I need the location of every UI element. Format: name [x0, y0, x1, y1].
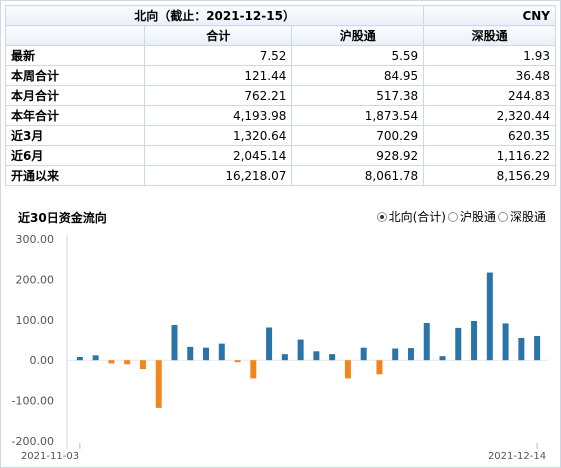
row-label: 最新	[5, 45, 145, 66]
row-label: 开通以来	[5, 165, 145, 186]
flow-bar-chart: 300.00 200.00 100.00 0.00 -100.00 -200.00 2021…	[12, 233, 549, 462]
cell-total: 2,045.14	[143, 145, 293, 166]
northbound-flow-table: 北向（截止：2021-12-15） CNY 合计 沪股通 深股通 最新 7.52…	[4, 5, 556, 186]
radio-selected-icon[interactable]	[376, 211, 387, 222]
radio-label: 深股通	[509, 210, 546, 224]
cell-shenzhen: 2,320.44	[423, 105, 556, 126]
chart-bar	[455, 327, 462, 361]
header-shenzhen: 深股通	[423, 25, 556, 46]
y-tick-label: 100.00	[16, 314, 55, 327]
cell-shenzhen: 1,116.22	[423, 145, 556, 166]
header-total: 合计	[143, 25, 293, 46]
chart-bar	[124, 360, 131, 365]
chart-bar	[329, 354, 336, 361]
y-tick-label: 0.00	[30, 354, 55, 367]
cell-shanghai: 517.38	[291, 85, 425, 106]
cell-shenzhen: 620.35	[423, 125, 556, 146]
cell-shanghai: 8,061.78	[291, 165, 425, 186]
table-row: 本年合计 4,193.98 1,873.54 2,320.44	[5, 105, 556, 126]
cell-total: 121.44	[143, 65, 293, 86]
chart-bar	[92, 355, 99, 361]
header-shanghai: 沪股通	[291, 25, 425, 46]
table-row: 最新 7.52 5.59 1.93	[5, 45, 556, 66]
cell-total: 1,320.64	[143, 125, 293, 146]
chart-bar	[439, 356, 446, 361]
chart-bar	[486, 272, 493, 361]
flow-chart-section: 300.00 200.00 100.00 0.00 -100.00 -200.00 2021…	[1, 201, 560, 467]
cell-shanghai: 5.59	[291, 45, 425, 66]
cell-total: 7.52	[143, 45, 293, 66]
x-end-label: 2021-12-14	[488, 451, 546, 462]
table-row: 开通以来 16,218.07 8,061.78 8,156.29	[5, 165, 556, 186]
chart-title: 近30日资金流向	[18, 211, 107, 225]
chart-bar	[502, 323, 509, 361]
cell-total: 4,193.98	[143, 105, 293, 126]
chart-bar	[518, 337, 525, 361]
y-tick-label: 300.00	[16, 233, 55, 246]
radio-label: 北向(合计)	[388, 210, 446, 224]
cell-total: 16,218.07	[143, 165, 293, 186]
chart-bar	[108, 360, 115, 364]
chart-bar	[297, 339, 304, 361]
table-row: 本月合计 762.21 517.38 244.83	[5, 85, 556, 106]
cell-shenzhen: 8,156.29	[423, 165, 556, 186]
cell-shanghai: 700.29	[291, 125, 425, 146]
chart-bar	[407, 348, 414, 361]
radio-shenzhen[interactable]: 深股通	[497, 208, 546, 225]
chart-bar	[76, 356, 83, 361]
table-row: 近6月 2,045.14 928.92 1,116.22	[5, 145, 556, 166]
cell-shanghai: 1,873.54	[291, 105, 425, 126]
chart-bar	[471, 321, 478, 361]
table-title-row: 北向（截止：2021-12-15） CNY	[4, 5, 556, 26]
chart-bar	[360, 347, 367, 361]
radio-northbound-total[interactable]: 北向(合计)	[376, 208, 446, 225]
table-title: 北向（截止：2021-12-15）	[4, 5, 425, 26]
row-label: 近6月	[5, 145, 145, 166]
chart-bar	[139, 360, 146, 370]
series-selector: 北向(合计) 沪股通 深股通	[375, 208, 546, 225]
cell-shenzhen: 244.83	[423, 85, 556, 106]
y-tick-label: -100.00	[12, 395, 54, 408]
chart-bar	[313, 351, 320, 361]
x-start-label: 2021-11-03	[21, 451, 79, 462]
table-row: 本周合计 121.44 84.95 36.48	[5, 65, 556, 86]
chart-bar	[344, 360, 351, 379]
row-label: 本月合计	[5, 85, 145, 106]
y-tick-label: 200.00	[16, 273, 55, 286]
cell-total: 762.21	[143, 85, 293, 106]
cell-shenzhen: 1.93	[423, 45, 556, 66]
chart-bar	[250, 360, 257, 379]
chart-bar	[266, 327, 273, 361]
chart-bar	[171, 325, 178, 361]
y-tick-label: -200.00	[12, 435, 54, 448]
cell-shenzhen: 36.48	[423, 65, 556, 86]
chart-bar	[218, 343, 225, 361]
cell-shanghai: 84.95	[291, 65, 425, 86]
chart-bar	[534, 335, 541, 361]
radio-unselected-icon[interactable]	[497, 211, 508, 222]
radio-shanghai[interactable]: 沪股通	[447, 208, 496, 225]
cell-shanghai: 928.92	[291, 145, 425, 166]
row-label: 近3月	[5, 125, 145, 146]
row-label: 本年合计	[5, 105, 145, 126]
header-blank	[5, 25, 145, 46]
table-header-row: 合计 沪股通 深股通	[5, 25, 556, 46]
chart-bar	[234, 360, 241, 363]
chart-bar	[423, 323, 430, 361]
chart-bar	[281, 354, 288, 361]
table-row: 近3月 1,320.64 700.29 620.35	[5, 125, 556, 146]
radio-unselected-icon[interactable]	[447, 211, 458, 222]
row-label: 本周合计	[5, 65, 145, 86]
radio-label: 沪股通	[459, 210, 496, 224]
chart-bar	[376, 360, 383, 375]
chart-bar	[155, 360, 162, 408]
chart-bar	[187, 346, 194, 361]
chart-bar	[392, 348, 399, 361]
chart-bar	[203, 347, 210, 361]
currency-label: CNY	[423, 5, 556, 26]
